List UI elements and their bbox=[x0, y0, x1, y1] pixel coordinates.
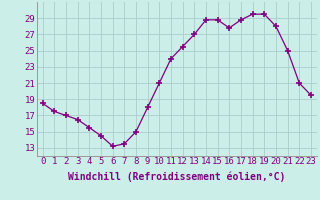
X-axis label: Windchill (Refroidissement éolien,°C): Windchill (Refroidissement éolien,°C) bbox=[68, 172, 285, 182]
